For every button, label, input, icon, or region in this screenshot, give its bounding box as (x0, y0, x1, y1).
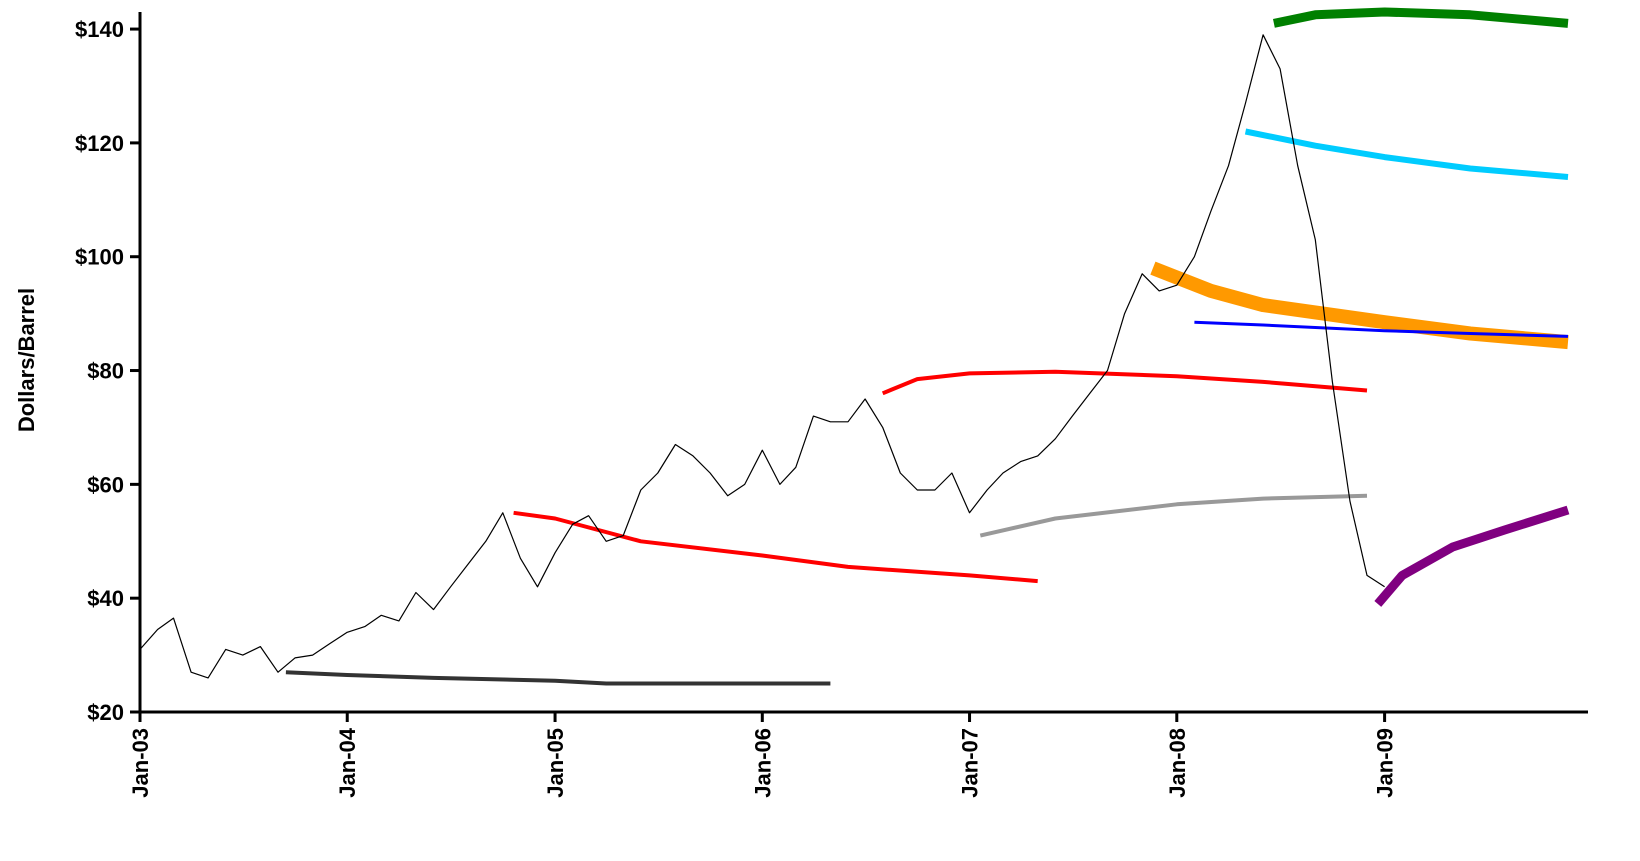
futures-curve-8 (1272, 7, 1569, 28)
y-tick-label: $120 (75, 131, 124, 156)
futures-curve-2 (513, 510, 1038, 584)
spot-price-line (139, 34, 1385, 679)
futures-curve-3 (881, 369, 1368, 396)
x-tick-label: Jan-04 (335, 727, 360, 797)
y-tick-label: $20 (87, 700, 124, 725)
x-tick-label: Jan-08 (1165, 728, 1190, 798)
futures-curve-6 (1194, 320, 1569, 338)
futures-curve-4 (979, 493, 1368, 538)
futures-curve-7 (1244, 128, 1569, 180)
x-tick-label: Jan-03 (128, 728, 153, 798)
y-tick-label: $100 (75, 245, 124, 270)
y-tick-label: $80 (87, 359, 124, 384)
futures-curve-1 (285, 670, 831, 686)
axes-layer (138, 12, 1588, 714)
y-tick-label: $40 (87, 586, 124, 611)
futures-curve-9 (1374, 505, 1570, 607)
y-tick-label: $60 (87, 472, 124, 497)
y-axis-title: Dollars/Barrel (14, 288, 39, 432)
y-tick-label: $140 (75, 17, 124, 42)
x-tick-label: Jan-06 (750, 728, 775, 798)
x-tick-label: Jan-07 (958, 728, 983, 798)
series-layer (139, 7, 1570, 686)
x-tick-label: Jan-05 (543, 728, 568, 798)
ticks-layer: $20 $40 $60 $80 $100 $120 $140 Jan-03 Jan-04 Jan-… (75, 17, 1398, 798)
x-tick-label: Jan-09 (1373, 728, 1398, 798)
